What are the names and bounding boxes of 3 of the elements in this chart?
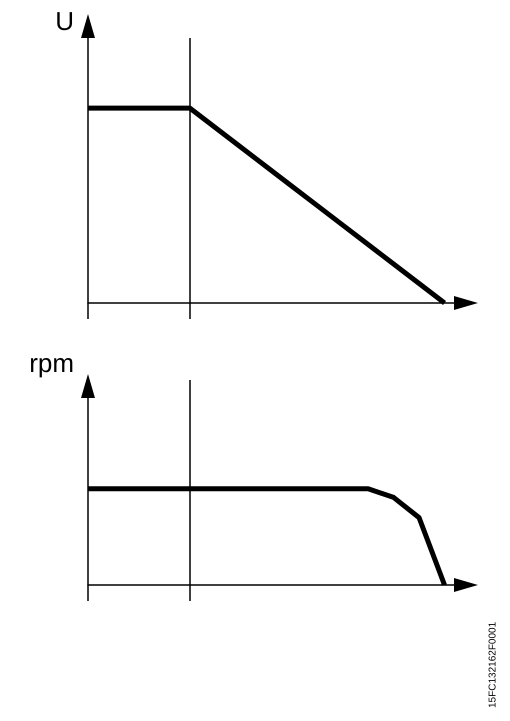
y-axis-title: U (55, 6, 74, 36)
y-axis-title: rpm (29, 348, 74, 378)
text: 15FC132162F0001 (488, 621, 498, 708)
